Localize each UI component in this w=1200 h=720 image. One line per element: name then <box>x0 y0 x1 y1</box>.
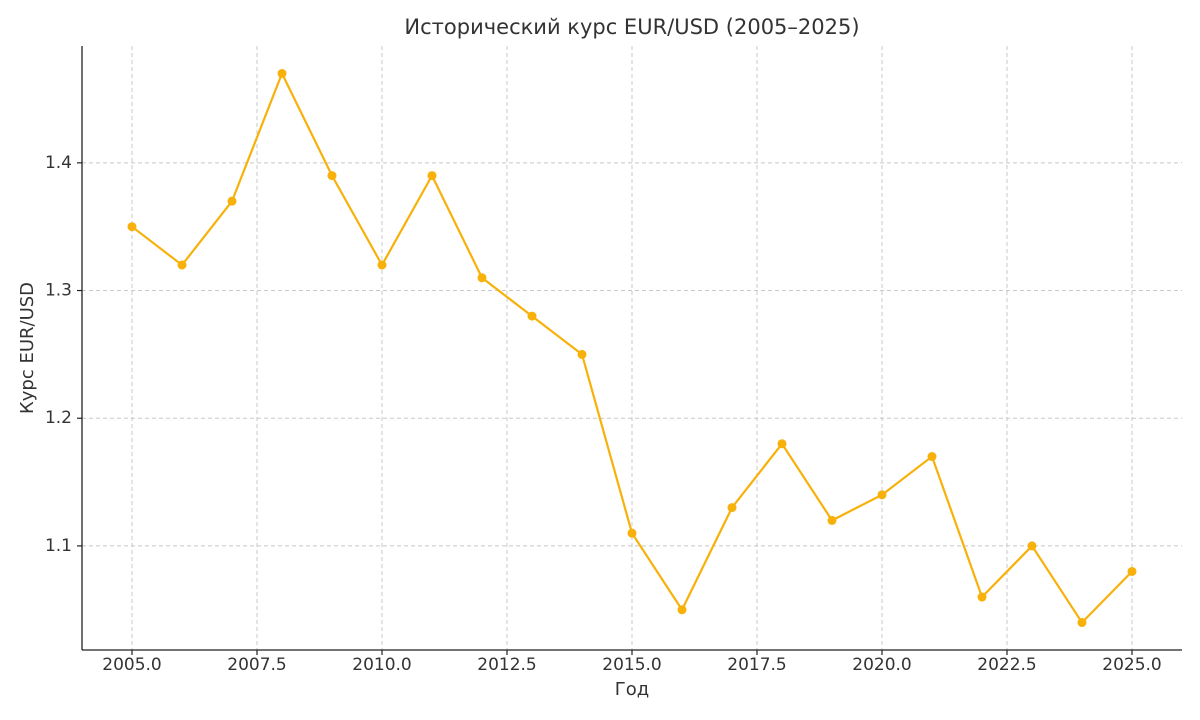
point <box>477 273 487 283</box>
x-tick-label: 2015.0 <box>602 655 661 675</box>
x-tick-label: 2020.0 <box>852 655 911 675</box>
point <box>877 490 887 500</box>
point <box>527 311 537 321</box>
point <box>927 452 937 462</box>
x-tick-label: 2025.0 <box>1102 655 1161 675</box>
x-tick-label: 2012.5 <box>477 655 536 675</box>
chart-title: Исторический курс EUR/USD (2005–2025) <box>404 15 859 39</box>
point <box>827 515 837 525</box>
point <box>977 592 987 602</box>
point <box>227 196 237 206</box>
x-tick-label: 2007.5 <box>227 655 286 675</box>
x-tick-label: 2005.0 <box>102 655 161 675</box>
point <box>727 503 737 513</box>
x-tick-label: 2010.0 <box>352 655 411 675</box>
point <box>1077 618 1087 628</box>
point <box>677 605 687 615</box>
y-tick-label: 1.4 <box>45 153 72 173</box>
y-tick-label: 1.3 <box>45 281 72 301</box>
x-axis-label: Год <box>615 679 649 700</box>
point <box>377 260 387 270</box>
y-axis-label: Курс EUR/USD <box>17 282 38 414</box>
point <box>327 171 337 181</box>
point <box>127 222 137 232</box>
y-tick-label: 1.1 <box>45 536 72 556</box>
point <box>277 68 287 78</box>
point <box>1027 541 1037 551</box>
x-tick-label: 2017.5 <box>727 655 786 675</box>
point <box>427 171 437 181</box>
y-tick-label: 1.2 <box>45 408 72 428</box>
point <box>177 260 187 270</box>
point <box>577 349 587 359</box>
point <box>1127 566 1137 576</box>
point <box>777 439 787 449</box>
x-tick-label: 2022.5 <box>977 655 1036 675</box>
point <box>627 528 637 538</box>
